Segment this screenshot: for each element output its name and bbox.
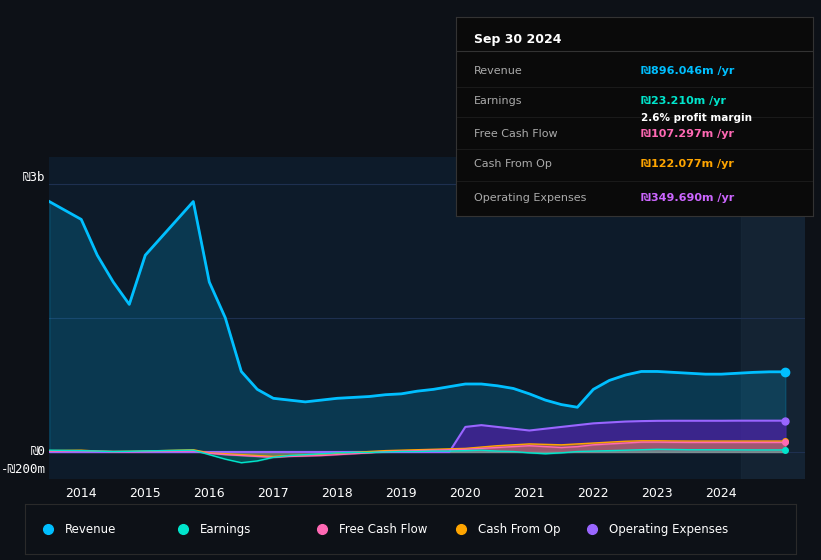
Text: Operating Expenses: Operating Expenses [474, 193, 586, 203]
Text: ₪896.046m /yr: ₪896.046m /yr [641, 67, 735, 77]
Text: ₪122.077m /yr: ₪122.077m /yr [641, 159, 734, 169]
Text: ₪107.297m /yr: ₪107.297m /yr [641, 129, 734, 139]
Text: Cash From Op: Cash From Op [474, 159, 552, 169]
Text: Free Cash Flow: Free Cash Flow [474, 129, 557, 139]
Text: ₪3b: ₪3b [23, 171, 45, 184]
Text: Sep 30 2024: Sep 30 2024 [474, 32, 561, 46]
Text: Free Cash Flow: Free Cash Flow [339, 522, 427, 536]
Text: Revenue: Revenue [474, 67, 522, 77]
Text: Cash From Op: Cash From Op [478, 522, 560, 536]
Text: ₪349.690m /yr: ₪349.690m /yr [641, 193, 735, 203]
Text: ₪23.210m /yr: ₪23.210m /yr [641, 96, 727, 106]
Text: Revenue: Revenue [65, 522, 116, 536]
Text: Earnings: Earnings [474, 96, 522, 106]
Text: -₪200m: -₪200m [1, 463, 45, 477]
Text: Earnings: Earnings [200, 522, 251, 536]
Bar [741, 157, 805, 479]
Text: 2.6% profit margin: 2.6% profit margin [641, 113, 752, 123]
Text: Operating Expenses: Operating Expenses [609, 522, 728, 536]
Text: ₪0: ₪0 [30, 445, 45, 459]
